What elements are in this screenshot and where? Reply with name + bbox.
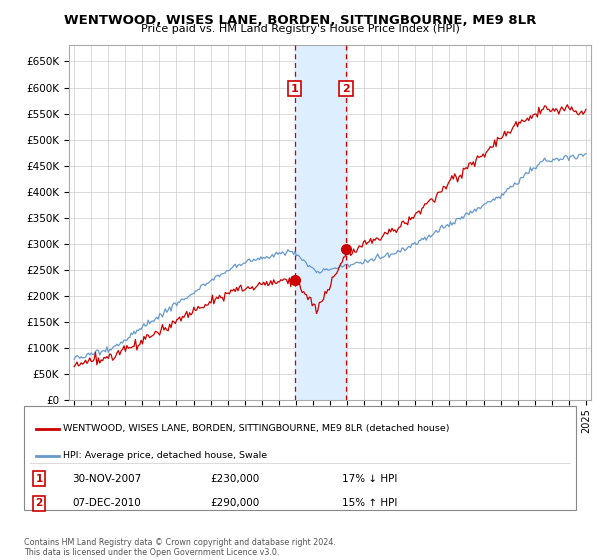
Text: 07-DEC-2010: 07-DEC-2010 (72, 498, 141, 508)
Bar (295, 45, 346, 400)
Text: £230,000: £230,000 (210, 474, 259, 483)
Text: WENTWOOD, WISES LANE, BORDEN, SITTINGBOURNE, ME9 8LR: WENTWOOD, WISES LANE, BORDEN, SITTINGBOU… (64, 14, 536, 27)
Text: Price paid vs. HM Land Registry's House Price Index (HPI): Price paid vs. HM Land Registry's House … (140, 24, 460, 34)
Text: 1: 1 (290, 83, 298, 94)
Text: 17% ↓ HPI: 17% ↓ HPI (342, 474, 397, 483)
Text: 2: 2 (35, 498, 43, 508)
Text: Contains HM Land Registry data © Crown copyright and database right 2024.
This d: Contains HM Land Registry data © Crown c… (24, 538, 336, 557)
Text: £290,000: £290,000 (210, 498, 259, 508)
Text: 2: 2 (342, 83, 350, 94)
Text: HPI: Average price, detached house, Swale: HPI: Average price, detached house, Swal… (63, 451, 267, 460)
Text: 15% ↑ HPI: 15% ↑ HPI (342, 498, 397, 508)
Text: 30-NOV-2007: 30-NOV-2007 (72, 474, 141, 483)
Text: WENTWOOD, WISES LANE, BORDEN, SITTINGBOURNE, ME9 8LR (detached house): WENTWOOD, WISES LANE, BORDEN, SITTINGBOU… (63, 424, 449, 433)
Text: 1: 1 (35, 474, 43, 483)
